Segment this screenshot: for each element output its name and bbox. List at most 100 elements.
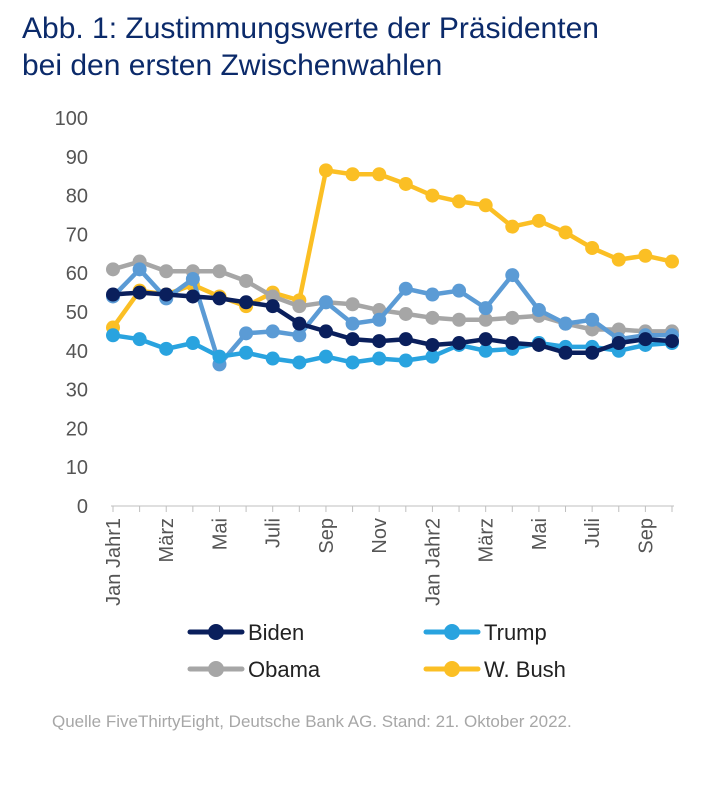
x-tick-label: März bbox=[476, 518, 498, 562]
data-point bbox=[452, 283, 467, 298]
data-point bbox=[638, 332, 653, 347]
x-tick-label: Sep bbox=[316, 518, 338, 554]
data-point bbox=[531, 213, 546, 228]
data-point bbox=[159, 264, 174, 279]
y-tick-label: 40 bbox=[66, 341, 88, 363]
series-line bbox=[110, 259, 675, 334]
data-point bbox=[398, 281, 413, 296]
data-point bbox=[345, 167, 360, 182]
data-point bbox=[265, 324, 280, 339]
data-point bbox=[345, 297, 360, 312]
data-point bbox=[106, 328, 120, 343]
data-point bbox=[558, 316, 573, 331]
y-tick-label: 70 bbox=[66, 224, 88, 246]
data-point bbox=[398, 306, 413, 321]
y-tick-label: 30 bbox=[66, 380, 88, 402]
x-tick-label: Jan Jahr2 bbox=[422, 518, 444, 606]
data-point bbox=[106, 287, 120, 302]
data-point bbox=[478, 312, 493, 327]
chart-title: Abb. 1: Zustimmungswerte der Präsidenten… bbox=[22, 10, 692, 84]
data-point bbox=[372, 351, 387, 366]
data-point bbox=[318, 163, 333, 178]
y-axis: 0 10 20 30 40 50 60 70 80 90 100 bbox=[55, 108, 88, 518]
data-point bbox=[265, 289, 280, 304]
data-point bbox=[558, 225, 573, 240]
data-point bbox=[212, 349, 227, 364]
legend: Biden Trump Obama W. Bush bbox=[187, 620, 566, 682]
data-point bbox=[505, 336, 520, 351]
data-point bbox=[185, 289, 200, 304]
legend-swatch-marker bbox=[208, 624, 224, 640]
data-point bbox=[531, 337, 546, 352]
legend-item: Trump bbox=[423, 620, 547, 645]
data-point bbox=[372, 334, 387, 349]
data-point bbox=[611, 322, 626, 337]
series-line bbox=[110, 290, 675, 355]
data-point bbox=[292, 316, 307, 331]
series-line bbox=[110, 168, 675, 330]
legend-label: W. Bush bbox=[484, 657, 566, 682]
data-point bbox=[185, 272, 200, 287]
series-w-bush bbox=[106, 163, 679, 335]
data-point bbox=[239, 295, 254, 310]
data-point bbox=[159, 341, 174, 356]
data-point bbox=[318, 349, 333, 364]
data-point bbox=[345, 355, 360, 370]
x-tick-label: Juli bbox=[582, 518, 604, 548]
y-tick-label: 90 bbox=[66, 147, 88, 169]
data-point bbox=[505, 219, 520, 234]
data-point bbox=[345, 332, 360, 347]
data-point bbox=[239, 345, 254, 360]
data-point bbox=[345, 316, 360, 331]
data-point bbox=[452, 194, 467, 209]
data-point bbox=[265, 351, 280, 366]
chart-title-line-1: Abb. 1: Zustimmungswerte der Präsidenten bbox=[22, 12, 599, 45]
y-tick-label: 80 bbox=[66, 186, 88, 208]
data-point bbox=[638, 248, 653, 263]
legend-label: Obama bbox=[248, 657, 321, 682]
legend-item: W. Bush bbox=[423, 657, 566, 682]
data-point bbox=[585, 312, 600, 327]
data-point bbox=[585, 345, 600, 360]
data-point bbox=[505, 310, 520, 325]
data-point bbox=[425, 337, 440, 352]
data-point bbox=[398, 176, 413, 191]
legend-label: Trump bbox=[484, 620, 547, 645]
data-point bbox=[159, 287, 174, 302]
y-tick-label: 60 bbox=[66, 263, 88, 285]
data-point bbox=[212, 264, 227, 279]
x-tick-label: März bbox=[156, 518, 178, 562]
series-biden bbox=[106, 285, 679, 360]
data-point bbox=[212, 291, 227, 306]
legend-swatch-marker bbox=[208, 661, 224, 677]
data-point bbox=[478, 332, 493, 347]
data-point bbox=[425, 349, 440, 364]
x-axis: Jan Jahr1 März Mai Juli Sep Nov Jan Jahr2 März M… bbox=[103, 505, 674, 606]
data-point bbox=[398, 353, 413, 368]
data-point bbox=[398, 332, 413, 347]
data-point bbox=[585, 322, 600, 337]
data-point bbox=[132, 285, 147, 300]
data-point bbox=[478, 301, 493, 316]
data-point bbox=[239, 273, 254, 288]
y-tick-label: 50 bbox=[66, 302, 88, 324]
data-point bbox=[478, 343, 493, 358]
legend-swatch-marker bbox=[444, 624, 460, 640]
data-point bbox=[425, 287, 440, 302]
data-point bbox=[239, 326, 254, 341]
data-point bbox=[132, 262, 147, 277]
legend-item: Obama bbox=[187, 657, 321, 682]
series-line bbox=[110, 333, 675, 365]
legend-label: Biden bbox=[248, 620, 304, 645]
data-point bbox=[132, 332, 147, 347]
data-point bbox=[665, 254, 679, 269]
series-line bbox=[110, 267, 675, 367]
data-point bbox=[665, 334, 679, 349]
legend-swatch-marker bbox=[444, 661, 460, 677]
y-tick-label: 10 bbox=[66, 457, 88, 479]
source-note: Quelle FiveThirtyEight, Deutsche Bank AG… bbox=[52, 712, 572, 731]
y-tick-label: 20 bbox=[66, 418, 88, 440]
data-point bbox=[531, 303, 546, 318]
data-point bbox=[292, 328, 307, 343]
